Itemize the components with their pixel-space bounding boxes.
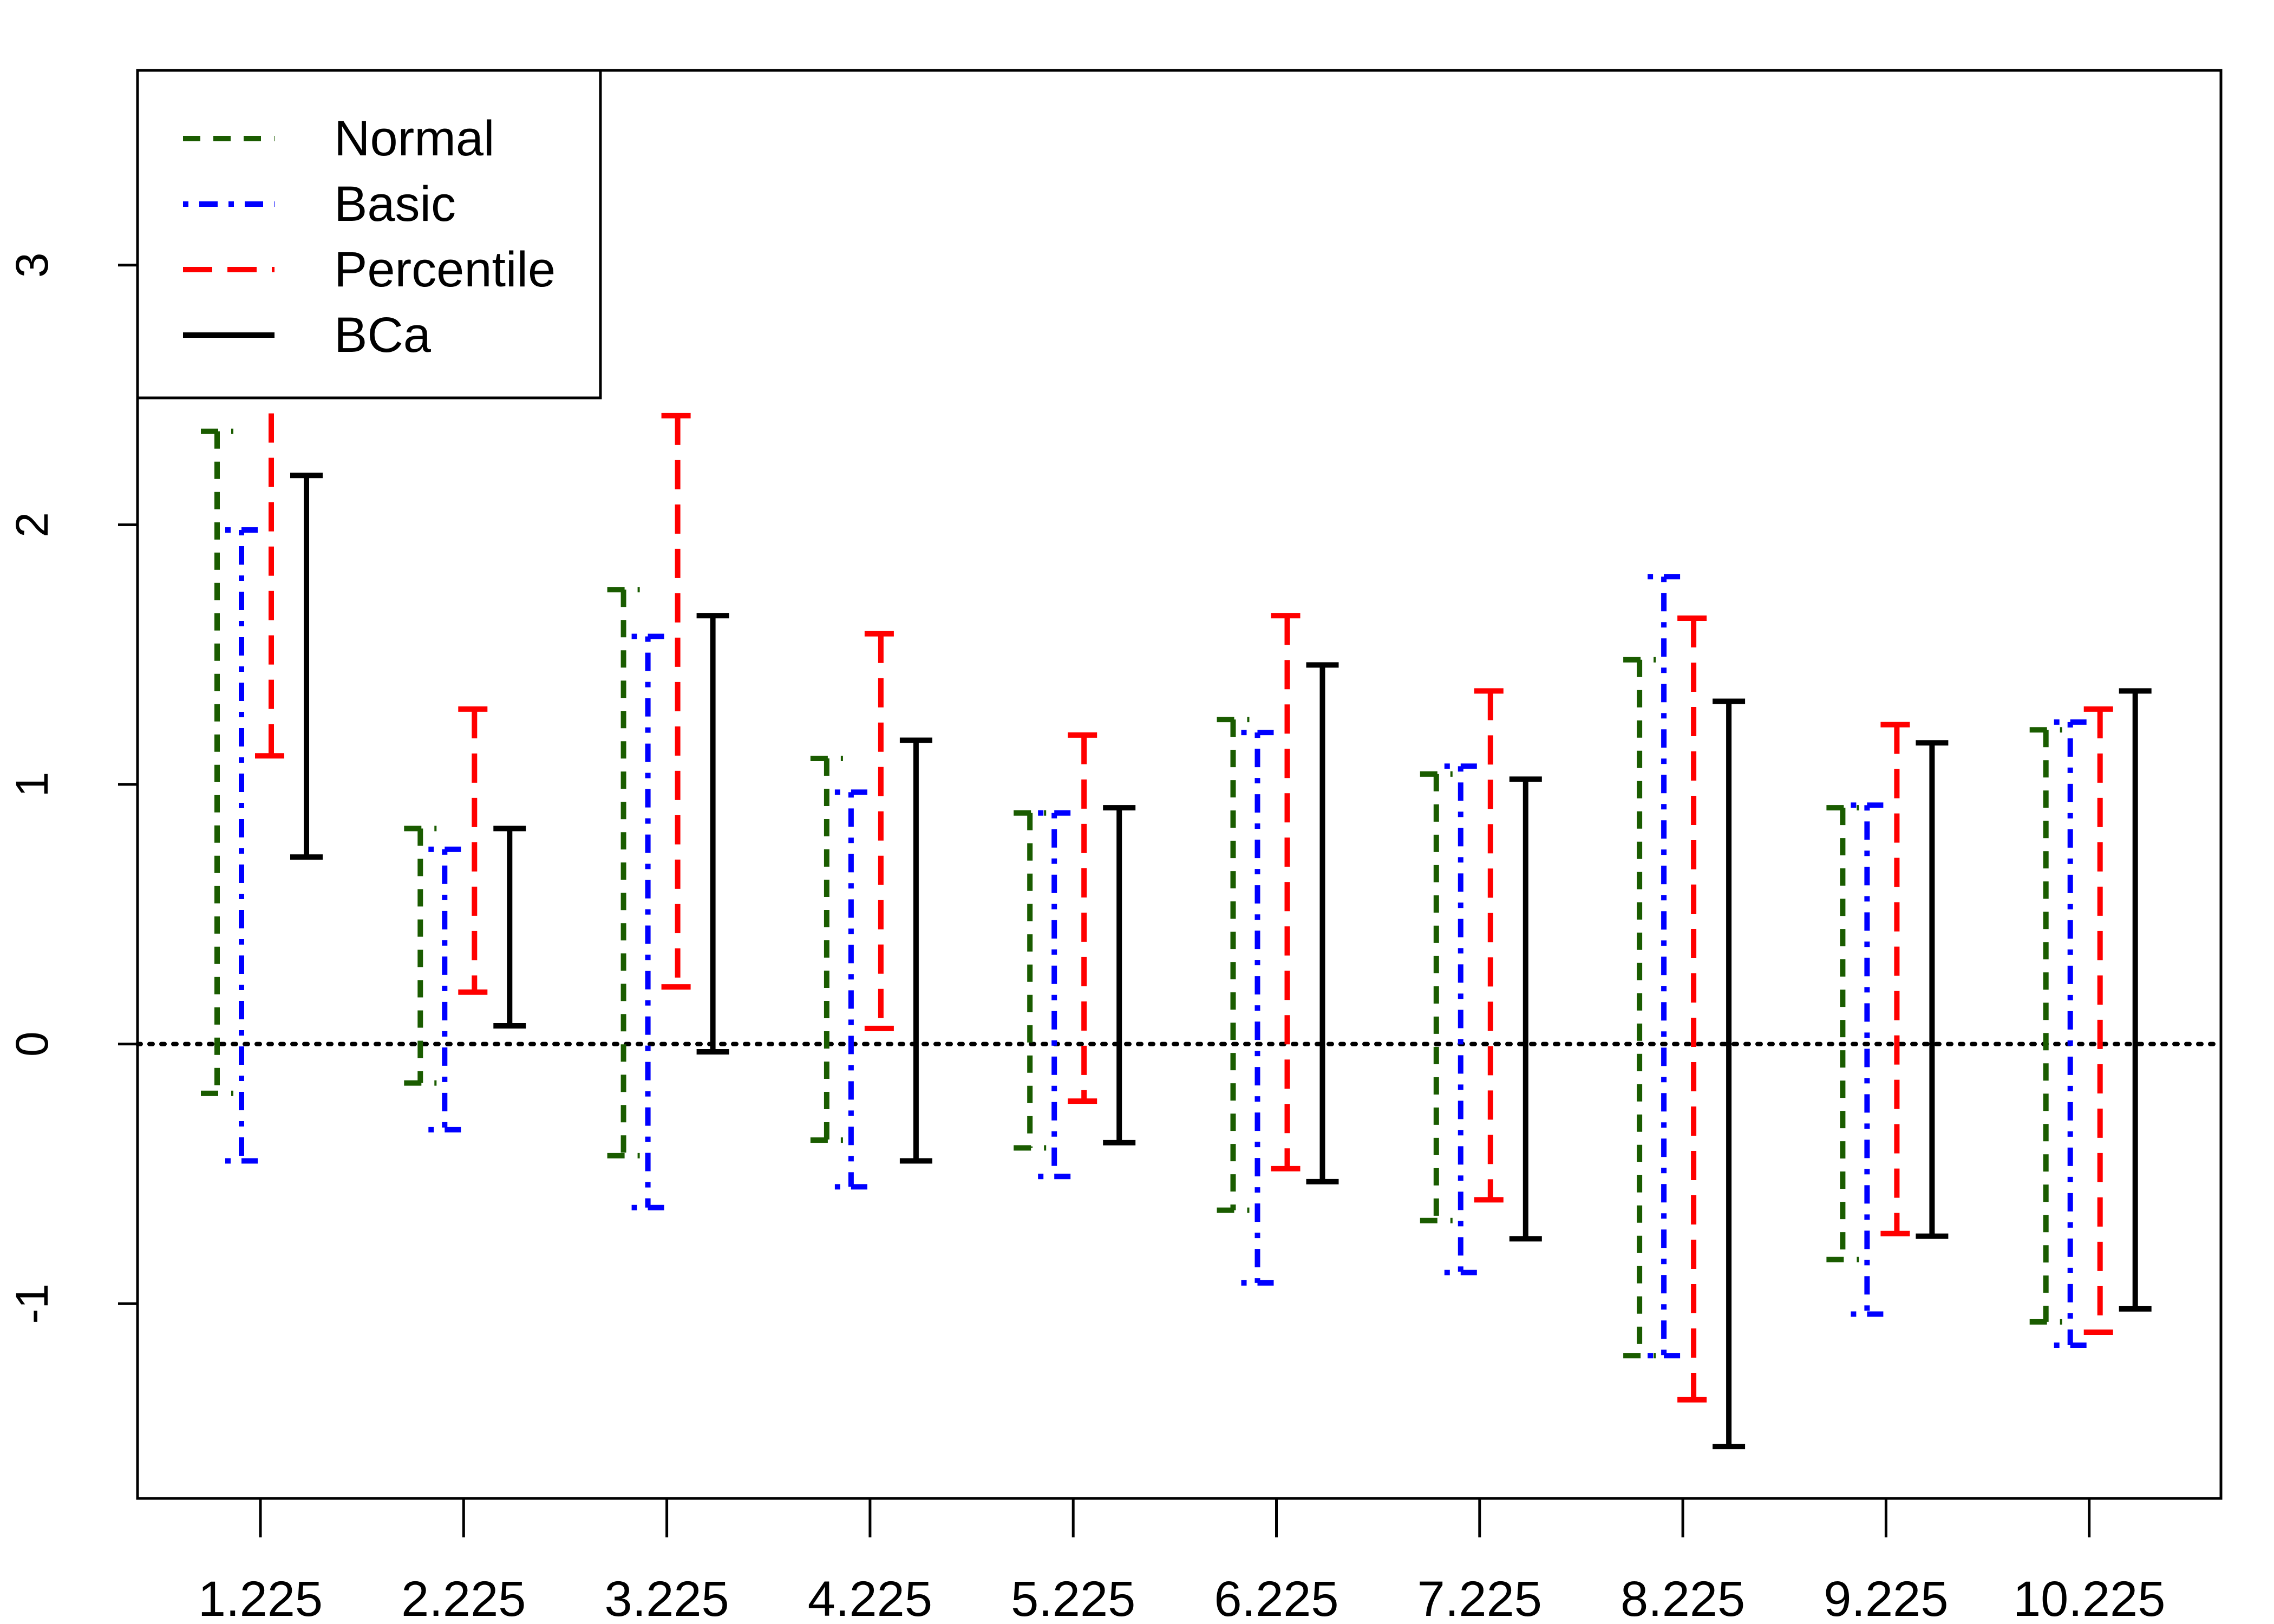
errorbar-normal: [1014, 810, 1047, 1151]
y-axis: -1 0 1 2 3: [6, 252, 138, 1324]
errorbar-basic: [834, 789, 867, 1190]
x-tick-label: 10.225: [2013, 1571, 2165, 1624]
x-axis: 1.225 2.225 3.225 4.225 5.225 6.225 7.225 8.225…: [198, 1498, 2165, 1624]
errorbar-normal: [1217, 717, 1250, 1213]
legend-box: [136, 69, 602, 400]
legend-label: Normal: [334, 111, 494, 166]
series-basic: [225, 527, 2087, 1359]
errorbar-normal: [404, 826, 437, 1086]
errorbar-bca: [1306, 662, 1339, 1184]
errorbar-basic: [428, 846, 461, 1132]
errorbar-percentile: [1880, 722, 1913, 1236]
errorbar-normal: [201, 428, 233, 1096]
series-normal: [201, 428, 2062, 1359]
errorbar-normal: [1623, 657, 1656, 1359]
legend-label: Basic: [334, 176, 456, 232]
errorbar-basic: [1444, 763, 1477, 1275]
errorbar-bca: [493, 826, 526, 1029]
errorbar-percentile: [864, 631, 897, 1031]
errorbar-bca: [1509, 776, 1542, 1242]
errorbar-percentile: [458, 706, 491, 995]
x-tick-label: 2.225: [401, 1571, 526, 1624]
errorbar-percentile: [1068, 732, 1101, 1104]
x-tick-label: 9.225: [1824, 1571, 1948, 1624]
y-tick-label: 2: [6, 512, 57, 538]
y-tick-label: -1: [6, 1284, 57, 1324]
errorbar-basic: [2054, 719, 2087, 1348]
errorbar-basic: [1241, 730, 1274, 1286]
errorbar-bca: [696, 613, 729, 1055]
errorbar-basic: [1648, 574, 1681, 1359]
errorbar-bca: [2119, 688, 2152, 1312]
errorbar-basic: [1851, 802, 1884, 1317]
errorbar-bca: [1713, 698, 1746, 1450]
x-tick-label: 3.225: [604, 1571, 729, 1624]
errorbar-percentile: [255, 366, 287, 759]
y-tick-label: 0: [6, 1031, 57, 1057]
errorbar-normal: [810, 756, 843, 1143]
errorbar-basic: [631, 633, 664, 1210]
errorbar-bca: [290, 473, 323, 860]
errorbar-bca: [899, 737, 932, 1164]
y-tick-label: 1: [6, 772, 57, 797]
errorbar-basic: [225, 527, 258, 1164]
legend-label: BCa: [334, 307, 432, 363]
x-tick-label: 8.225: [1620, 1571, 1745, 1624]
errorbar-percentile: [1474, 688, 1507, 1203]
series-percentile: [255, 366, 2116, 1403]
errorbar-normal: [1826, 805, 1859, 1262]
errorbar-normal: [607, 587, 640, 1158]
x-tick-label: 6.225: [1214, 1571, 1338, 1624]
errorbar-percentile: [1677, 615, 1710, 1403]
errorbar-normal: [2029, 727, 2062, 1325]
x-tick-label: 4.225: [808, 1571, 932, 1624]
legend-label: Percentile: [334, 242, 556, 297]
x-tick-label: 1.225: [198, 1571, 323, 1624]
x-tick-label: 5.225: [1011, 1571, 1135, 1624]
errorbar-bca: [1916, 740, 1949, 1239]
errorbar-percentile: [661, 412, 694, 990]
errorbar-basic: [1038, 810, 1071, 1180]
legend: Normal Basic Percentile BCa: [136, 69, 602, 400]
x-tick-label: 7.225: [1417, 1571, 1542, 1624]
errorbar-bca: [1103, 805, 1136, 1145]
series-bca: [290, 473, 2152, 1450]
errorbar-percentile: [2083, 706, 2116, 1335]
errorbar-normal: [1420, 771, 1453, 1223]
y-tick-label: 3: [6, 252, 57, 278]
errorbar-percentile: [1271, 613, 1304, 1171]
